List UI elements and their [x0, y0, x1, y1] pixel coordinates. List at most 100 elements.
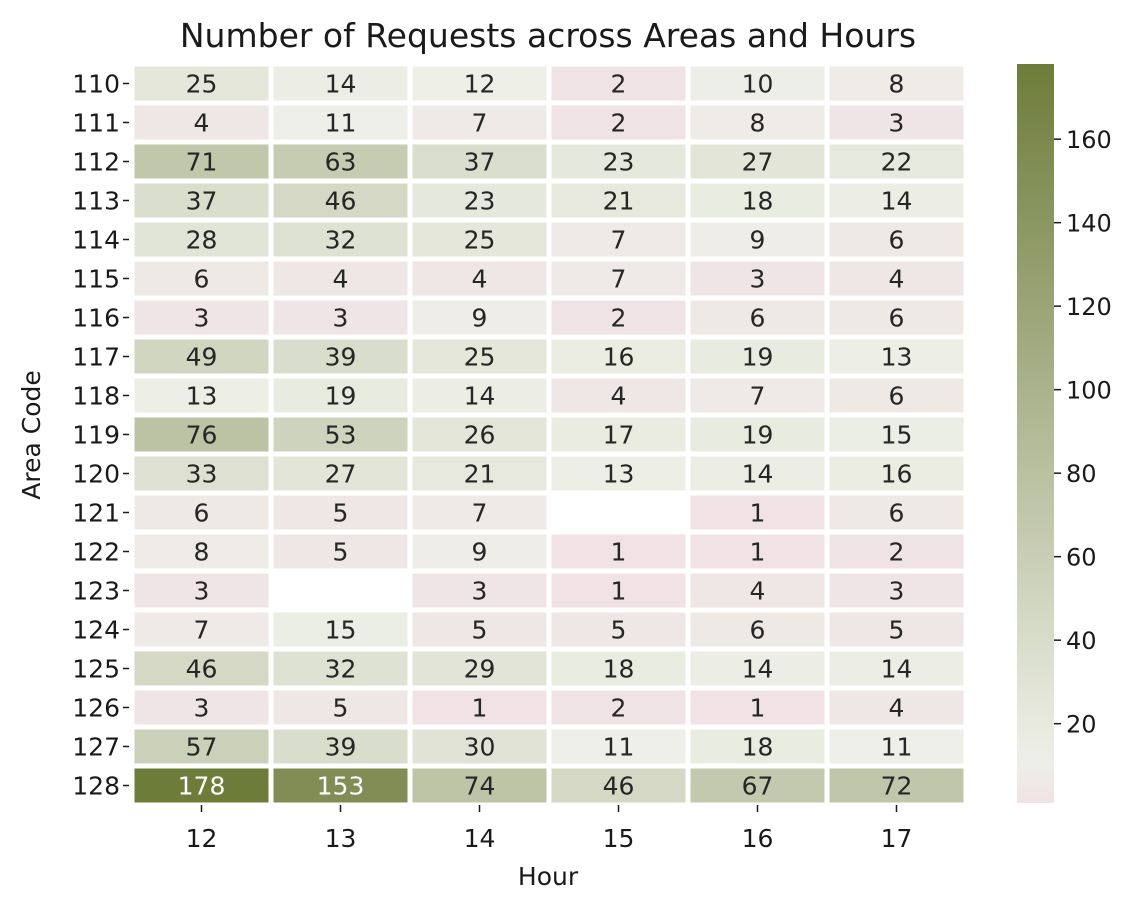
cell-value-label: 6 — [889, 304, 905, 333]
cell-value-label: 1 — [472, 694, 488, 723]
colorbar-tick-label: 40 — [1066, 627, 1097, 655]
cell-value-label: 8 — [194, 538, 210, 567]
heatmap-cell — [551, 144, 686, 179]
heatmap-cell — [134, 300, 269, 335]
heatmap-cell — [690, 534, 825, 569]
heatmap-cell — [134, 612, 269, 647]
cell-value-label: 15 — [881, 421, 913, 450]
colorbar-tick-label: 80 — [1066, 460, 1097, 488]
cell-value-label: 3 — [333, 304, 349, 333]
heatmap-cell — [690, 261, 825, 296]
cell-value-label: 2 — [611, 694, 627, 723]
y-tick-label: 113 — [72, 187, 120, 216]
heatmap-cell — [829, 534, 964, 569]
cell-value-label: 4 — [889, 265, 905, 294]
cell-value-label: 74 — [464, 772, 496, 801]
heatmap-cell — [412, 573, 547, 608]
y-tick-label: 116 — [72, 304, 120, 333]
cell-value-label: 76 — [186, 421, 218, 450]
heatmap-cell — [412, 729, 547, 764]
heatmap-cell — [829, 339, 964, 374]
heatmap-cell — [690, 456, 825, 491]
cell-value-label: 19 — [742, 343, 774, 372]
cell-value-label: 25 — [464, 226, 496, 255]
cell-value-label: 21 — [464, 460, 496, 489]
heatmap-cell — [829, 300, 964, 335]
cell-value-label: 5 — [333, 499, 349, 528]
cell-value-label: 14 — [881, 655, 913, 684]
cell-value-label: 14 — [742, 655, 774, 684]
cell-value-label: 16 — [881, 460, 913, 489]
cell-value-label: 1 — [750, 499, 766, 528]
colorbar-tick-label: 140 — [1066, 210, 1112, 238]
cell-value-label: 6 — [889, 382, 905, 411]
cell-value-label: 3 — [194, 577, 210, 606]
y-tick-label: 128 — [72, 772, 120, 801]
cell-value-label: 49 — [186, 343, 218, 372]
cell-value-label: 33 — [186, 460, 218, 489]
y-tick-label: 117 — [72, 343, 120, 372]
cell-value-label: 9 — [750, 226, 766, 255]
y-tick-label: 123 — [72, 577, 120, 606]
cell-value-label: 27 — [325, 460, 357, 489]
y-tick-label: 122 — [72, 538, 120, 567]
heatmap-cell — [412, 261, 547, 296]
heatmap-cell — [551, 261, 686, 296]
heatmap-cell — [273, 495, 408, 530]
heatmap-cell — [551, 612, 686, 647]
cell-value-label: 5 — [472, 616, 488, 645]
heatmap-cell — [134, 495, 269, 530]
colorbar-tick-label: 20 — [1066, 711, 1097, 739]
y-tick-label: 120 — [72, 460, 120, 489]
heatmap-cell — [829, 183, 964, 218]
cell-value-label: 6 — [889, 226, 905, 255]
x-tick-label: 13 — [325, 824, 357, 853]
cell-value-label: 17 — [603, 421, 635, 450]
heatmap-cell — [273, 105, 408, 140]
heatmap-cell — [690, 378, 825, 413]
cell-value-label: 12 — [464, 70, 496, 99]
y-tick-label: 119 — [72, 421, 120, 450]
heatmap-cell — [134, 690, 269, 725]
cell-value-label: 67 — [742, 772, 774, 801]
heatmap-cell — [134, 66, 269, 101]
y-tick-label: 118 — [72, 382, 120, 411]
heatmap-cell — [690, 612, 825, 647]
y-tick-label: 115 — [72, 265, 120, 294]
cell-value-label: 6 — [750, 616, 766, 645]
heatmap-cell — [134, 534, 269, 569]
cell-value-label: 4 — [750, 577, 766, 606]
y-tick-label: 114 — [72, 226, 120, 255]
cell-value-label: 14 — [464, 382, 496, 411]
heatmap-cell — [829, 66, 964, 101]
y-tick-label: 126 — [72, 694, 120, 723]
heatmap-cell — [412, 300, 547, 335]
heatmap-cell — [690, 690, 825, 725]
cell-value-label: 15 — [325, 616, 357, 645]
cell-value-label: 29 — [464, 655, 496, 684]
cell-value-label: 57 — [186, 733, 218, 762]
cell-value-label: 32 — [325, 226, 357, 255]
heatmap-cell — [412, 534, 547, 569]
heatmap-cell — [412, 378, 547, 413]
cell-value-label: 28 — [186, 226, 218, 255]
cell-value-label: 46 — [325, 187, 357, 216]
cell-value-label: 1 — [611, 577, 627, 606]
cell-value-label: 18 — [603, 655, 635, 684]
cell-value-label: 5 — [333, 694, 349, 723]
heatmap-cell — [690, 144, 825, 179]
cell-value-label: 6 — [194, 265, 210, 294]
cell-value-label: 3 — [194, 304, 210, 333]
cell-value-label: 63 — [325, 148, 357, 177]
cell-value-label: 23 — [603, 148, 635, 177]
heatmap-cell — [829, 729, 964, 764]
cell-value-label: 3 — [889, 109, 905, 138]
cell-value-label: 46 — [186, 655, 218, 684]
x-tick-label: 15 — [603, 824, 635, 853]
heatmap-cell — [134, 378, 269, 413]
cell-value-label: 39 — [325, 733, 357, 762]
heatmap-cell — [551, 222, 686, 257]
x-tick-label: 14 — [464, 824, 496, 853]
heatmap-cell — [134, 339, 269, 374]
